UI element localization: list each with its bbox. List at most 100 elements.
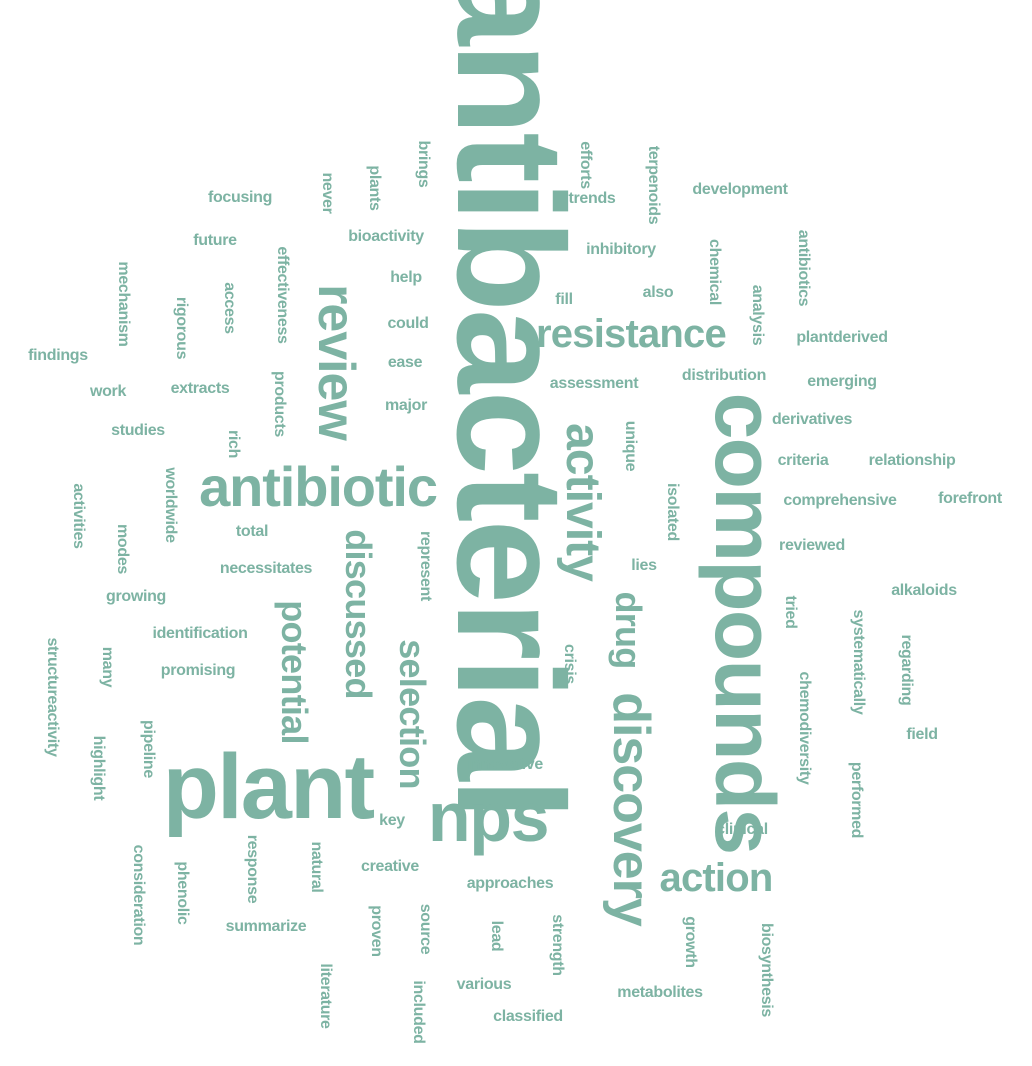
word: selection xyxy=(392,639,433,789)
word: assessment xyxy=(549,375,639,392)
word: bioactivity xyxy=(348,228,424,245)
word: distribution xyxy=(681,367,767,384)
word: discovery xyxy=(602,692,660,926)
word: effectiveness xyxy=(274,246,291,344)
word: ease xyxy=(387,354,423,371)
word: compounds xyxy=(698,392,792,854)
word: extracts xyxy=(170,380,230,397)
word: growing xyxy=(106,588,166,605)
word: consideration xyxy=(130,844,147,946)
word: discussed xyxy=(338,529,379,699)
word: help xyxy=(390,269,422,286)
word: clinical xyxy=(716,821,768,838)
word: fill xyxy=(555,291,573,308)
word: summarize xyxy=(225,918,307,935)
word: future xyxy=(193,232,237,249)
word: identification xyxy=(152,625,248,642)
word: chemical xyxy=(706,239,723,305)
word: alkaloids xyxy=(891,582,957,599)
word: innovative xyxy=(467,756,543,773)
word: represent xyxy=(417,530,434,602)
word: trends xyxy=(568,190,616,207)
word: emerging xyxy=(807,373,877,390)
word: many xyxy=(99,646,116,688)
word: crisis xyxy=(561,644,578,684)
word: review xyxy=(307,284,365,440)
word: terpenoids xyxy=(645,145,662,225)
word: lies xyxy=(631,557,657,574)
word: inhibitory xyxy=(586,241,656,258)
word: potential xyxy=(274,600,315,744)
word: activity xyxy=(556,423,609,581)
word: derivatives xyxy=(771,411,853,428)
word: forefront xyxy=(938,490,1002,507)
word: mechanism xyxy=(115,261,132,347)
word: plantderived xyxy=(796,329,888,346)
word: nps xyxy=(427,778,550,856)
word: could xyxy=(387,315,429,332)
word: highlight xyxy=(90,735,107,801)
word: literature xyxy=(317,963,334,1029)
word: comprehensive xyxy=(783,492,897,509)
word: worldwide xyxy=(162,467,179,543)
word: key xyxy=(379,812,405,829)
word: activities xyxy=(70,483,87,549)
word: never xyxy=(319,172,336,214)
word: modes xyxy=(114,524,131,574)
word: criteria xyxy=(777,452,829,469)
word: plant xyxy=(162,736,375,838)
word: total xyxy=(235,523,269,540)
word: development xyxy=(692,181,788,198)
word: field xyxy=(906,726,938,743)
word: structureactivity xyxy=(44,637,61,757)
word: biosynthesis xyxy=(758,923,775,1017)
word: rich xyxy=(225,429,242,459)
word: growth xyxy=(682,916,699,968)
word: studies xyxy=(111,422,165,439)
word: performed xyxy=(848,761,865,839)
word: antibacterial xyxy=(425,0,595,817)
word: necessitates xyxy=(219,560,313,577)
word: approaches xyxy=(466,875,554,892)
word: creative xyxy=(361,858,419,875)
word: included xyxy=(410,980,427,1044)
word: action xyxy=(659,856,774,900)
word: brings xyxy=(415,140,432,188)
word: rigorous xyxy=(173,296,190,360)
word: also xyxy=(642,284,674,301)
word: plants xyxy=(366,165,383,211)
word: findings xyxy=(28,347,88,364)
word: relationship xyxy=(868,452,956,469)
word: classified xyxy=(493,1008,563,1025)
word: tried xyxy=(782,595,799,629)
word: reviewed xyxy=(779,537,845,554)
word: lead xyxy=(488,920,505,952)
word: focusing xyxy=(207,189,273,206)
word: metabolites xyxy=(617,984,703,1001)
word: strength xyxy=(549,914,566,976)
word: systematically xyxy=(850,609,867,715)
word: resistance xyxy=(536,312,727,356)
word: various xyxy=(456,976,512,993)
word: source xyxy=(417,903,434,955)
word: proven xyxy=(368,905,385,957)
word: antibiotic xyxy=(199,455,438,518)
word: chemodiversity xyxy=(796,671,813,785)
word: work xyxy=(89,383,127,400)
word: unique xyxy=(622,420,639,472)
word: natural xyxy=(308,841,325,893)
word: pipeline xyxy=(140,720,157,778)
word: analysis xyxy=(749,284,766,346)
word: access xyxy=(221,282,238,334)
word: regarding xyxy=(898,634,915,706)
word: promising xyxy=(160,662,236,679)
word: antibiotics xyxy=(795,229,812,307)
word: phenolic xyxy=(174,861,191,925)
word: response xyxy=(244,834,261,904)
word: products xyxy=(271,371,288,437)
word: isolated xyxy=(664,483,681,541)
word: major xyxy=(385,397,427,414)
word: drug xyxy=(608,591,649,669)
word: efforts xyxy=(577,141,594,189)
